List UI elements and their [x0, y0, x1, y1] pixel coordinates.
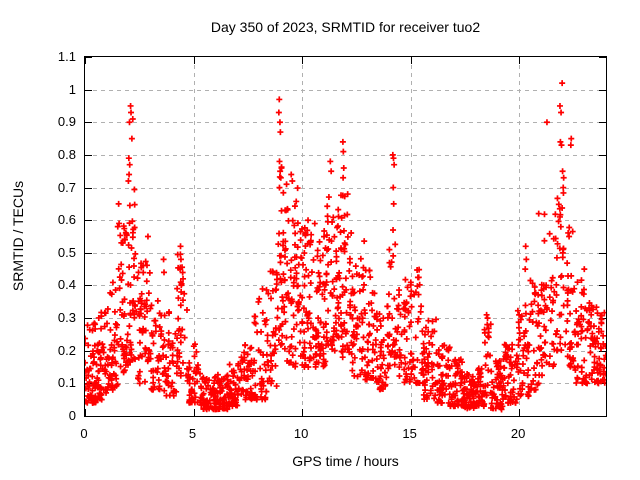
x-tick-label: 5 [188, 426, 197, 441]
x-axis-title: GPS time / hours [292, 453, 399, 469]
y-tick-label: 1 [68, 81, 76, 97]
x-tick-label: 0 [80, 426, 88, 441]
y-tick-label: 1.1 [57, 49, 76, 64]
chart-title: Day 350 of 2023, SRMTID for receiver tuo… [210, 19, 481, 35]
y-tick-label: 0.6 [57, 212, 76, 228]
scatter-canvas [85, 57, 606, 416]
y-tick-label: 0 [68, 408, 76, 423]
x-tick-label: 15 [402, 426, 417, 441]
y-axis-title: SRMTID / TECUs [10, 180, 26, 292]
plot-area [84, 56, 607, 417]
y-tick-label: 0.3 [57, 310, 76, 326]
x-tick-label: 20 [510, 426, 526, 441]
y-tick-label: 0.8 [57, 146, 76, 162]
y-tick-label: 0.2 [57, 342, 76, 358]
y-tick-label: 0.4 [57, 277, 76, 293]
y-tick-label: 0.5 [57, 244, 76, 260]
y-tick-label: 0.9 [57, 114, 76, 130]
y-tick-label: 0.7 [57, 179, 76, 195]
x-tick-label: 10 [293, 426, 309, 441]
y-tick-label: 0.1 [57, 375, 76, 391]
